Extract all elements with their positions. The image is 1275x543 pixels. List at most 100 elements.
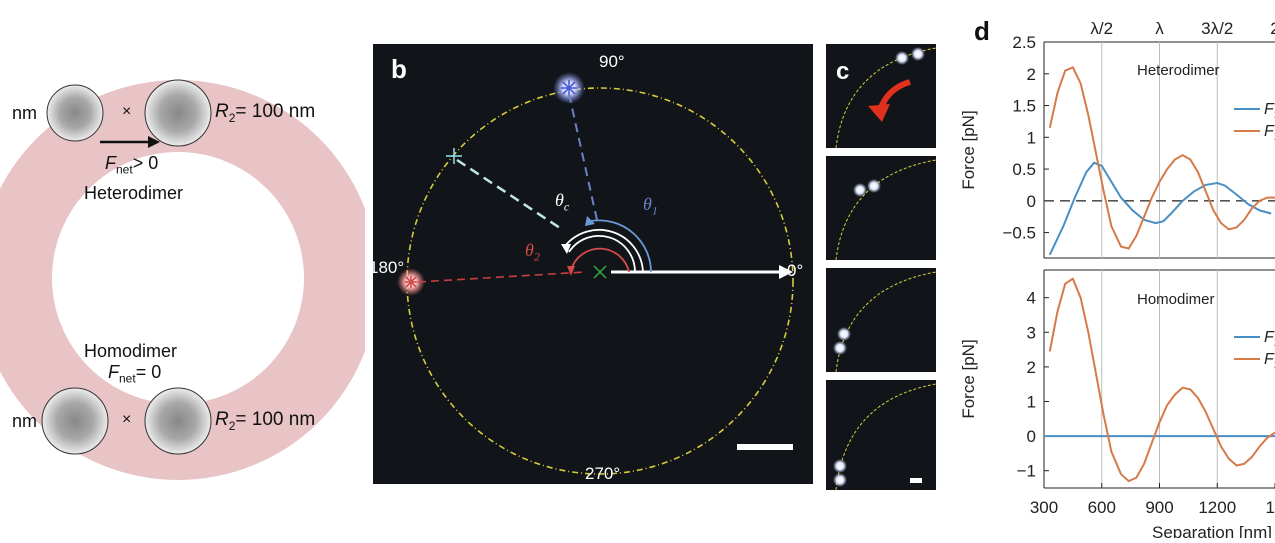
rotation-arrow-head [868, 104, 890, 122]
theta-2-sub: 2 [533, 249, 540, 264]
theta-c-label: θc [555, 190, 569, 215]
y-tick-label: 2.5 [1012, 33, 1036, 52]
fnet-top-rel: > 0 [132, 153, 159, 173]
panel-d-label: d [974, 16, 990, 46]
frame-4-dot-a [833, 459, 847, 473]
ring-shape [0, 80, 378, 480]
x-tick-label: 1200 [1198, 498, 1236, 517]
large-particle-bottom-right [144, 387, 212, 455]
r2-label-bottom: R2= 100 nm [215, 409, 315, 433]
panel-b-label: b [391, 54, 407, 84]
panel-b-drawing [397, 72, 794, 475]
thetac-arc-inner [568, 235, 636, 273]
r2-bottom-symbol: R [215, 409, 229, 430]
theta2-arrow-head [567, 266, 575, 276]
r2-bottom-value: = 100 nm [235, 409, 316, 430]
fnet-bottom-symbol: F [108, 362, 119, 382]
frame-4 [826, 380, 936, 490]
x-tick-label: 900 [1145, 498, 1173, 517]
frame-3 [826, 268, 936, 372]
top-axis-tick-label: 3λ/2 [1201, 19, 1233, 38]
r2-sub: 2 [228, 110, 236, 125]
cyan-centroid-marker [446, 148, 462, 164]
panel-c-label: c [836, 58, 850, 85]
frame-3-dot-a [837, 327, 851, 341]
homodimer-label: Homodimer [84, 341, 178, 361]
angle-270-label: 270° [585, 464, 621, 483]
theta-2-label: θ2 [525, 240, 540, 265]
legend-symbol: F [1264, 351, 1275, 368]
scale-bar-c [910, 478, 922, 483]
scale-bar-b [737, 444, 793, 450]
frame-1 [826, 44, 936, 148]
thetac-arc [564, 229, 644, 273]
fnet-top: Fnet> 0 [105, 153, 158, 177]
frame-2-dot-a [853, 183, 867, 197]
panel-b: b 90° 0° 180° 270° θc θ1 θ2 [369, 44, 813, 484]
frame-4-dot-b [833, 473, 847, 487]
center-marker [593, 265, 607, 279]
force-arrow-head [148, 136, 160, 148]
series-line-orange [1048, 277, 1275, 483]
fnet-bottom-sub: net [119, 371, 136, 386]
theta2-arc [570, 247, 630, 273]
y-tick-label: 4 [1027, 289, 1036, 308]
angle-180-label: 180° [369, 258, 405, 277]
panel-a-drawing [0, 79, 378, 480]
theta-c-symbol: θ [555, 190, 564, 210]
y-tick-label: 0 [1027, 427, 1036, 446]
thetac-arrow-head [561, 244, 571, 254]
panel-c-drawing [826, 44, 937, 491]
panel-c: c [826, 44, 937, 491]
y-tick-label: 1 [1027, 128, 1036, 147]
legend-symbol: F [1264, 123, 1275, 140]
theta-1-symbol: θ [643, 194, 652, 214]
x-tick-label: 300 [1030, 498, 1058, 517]
r2-label-top: R2= 100 nm [215, 101, 315, 125]
y-tick-label: −0.5 [1002, 224, 1036, 243]
legend-symbol: F [1264, 101, 1275, 118]
frame-1-dot-a [895, 51, 909, 65]
frame-2 [826, 156, 936, 260]
r2-bottom-sub: 2 [228, 418, 236, 433]
y-tick-label: 0.5 [1012, 160, 1036, 179]
small-particle-top [46, 84, 104, 142]
y-tick-label: 1 [1027, 392, 1036, 411]
series-line-blue [1048, 161, 1272, 256]
frame-3-dot-b [833, 341, 847, 355]
reference-arrow-head [779, 265, 793, 279]
heterodimer-label: Heterodimer [84, 183, 184, 203]
theta1-arrow-head [585, 216, 595, 226]
r2-value: = 100 nm [235, 101, 316, 122]
x-tick-label: 600 [1088, 498, 1116, 517]
y-axis-label: Force [pN] [959, 110, 978, 189]
panel-d: d 2.5 2 1.5 1 0.5 0 −0.5 Force [pN] Heterodimer F… [946, 0, 1275, 542]
fnet-top-symbol: F [105, 153, 116, 173]
x-tick-label: 15 [1266, 498, 1275, 517]
large-particle-bottom-left [41, 387, 109, 455]
angle-90-label: 90° [599, 52, 625, 71]
y-tick-label: −1 [1017, 462, 1036, 481]
top-axis-tick-label: 2 [1270, 19, 1275, 38]
times-symbol-top: × [122, 103, 132, 120]
large-particle-top [144, 79, 212, 147]
top-left-label: nm [12, 103, 38, 123]
y-tick-label: 1.5 [1012, 97, 1036, 116]
red-particle-marker [405, 276, 417, 288]
fnet-top-sub: net [116, 162, 133, 177]
trap-circle [406, 87, 794, 475]
cyan-dashed-line [456, 158, 564, 232]
angle-0-label: 0° [787, 261, 804, 280]
y-tick-label: 2 [1027, 358, 1036, 377]
fnet-bottom: Fnet= 0 [108, 362, 161, 386]
top-axis-tick-label: λ [1155, 19, 1164, 38]
y-tick-label: 3 [1027, 323, 1036, 342]
bottom-left-label: nm [12, 411, 38, 431]
theta-1-sub: 1 [651, 203, 658, 218]
red-dashed-line [417, 271, 586, 283]
fnet-bottom-rel: = 0 [135, 362, 162, 382]
legend-title: Homodimer [1137, 291, 1215, 308]
y-tick-label: 2 [1027, 65, 1036, 84]
theta1-arc [590, 219, 652, 273]
legend-symbol: F [1264, 329, 1275, 346]
